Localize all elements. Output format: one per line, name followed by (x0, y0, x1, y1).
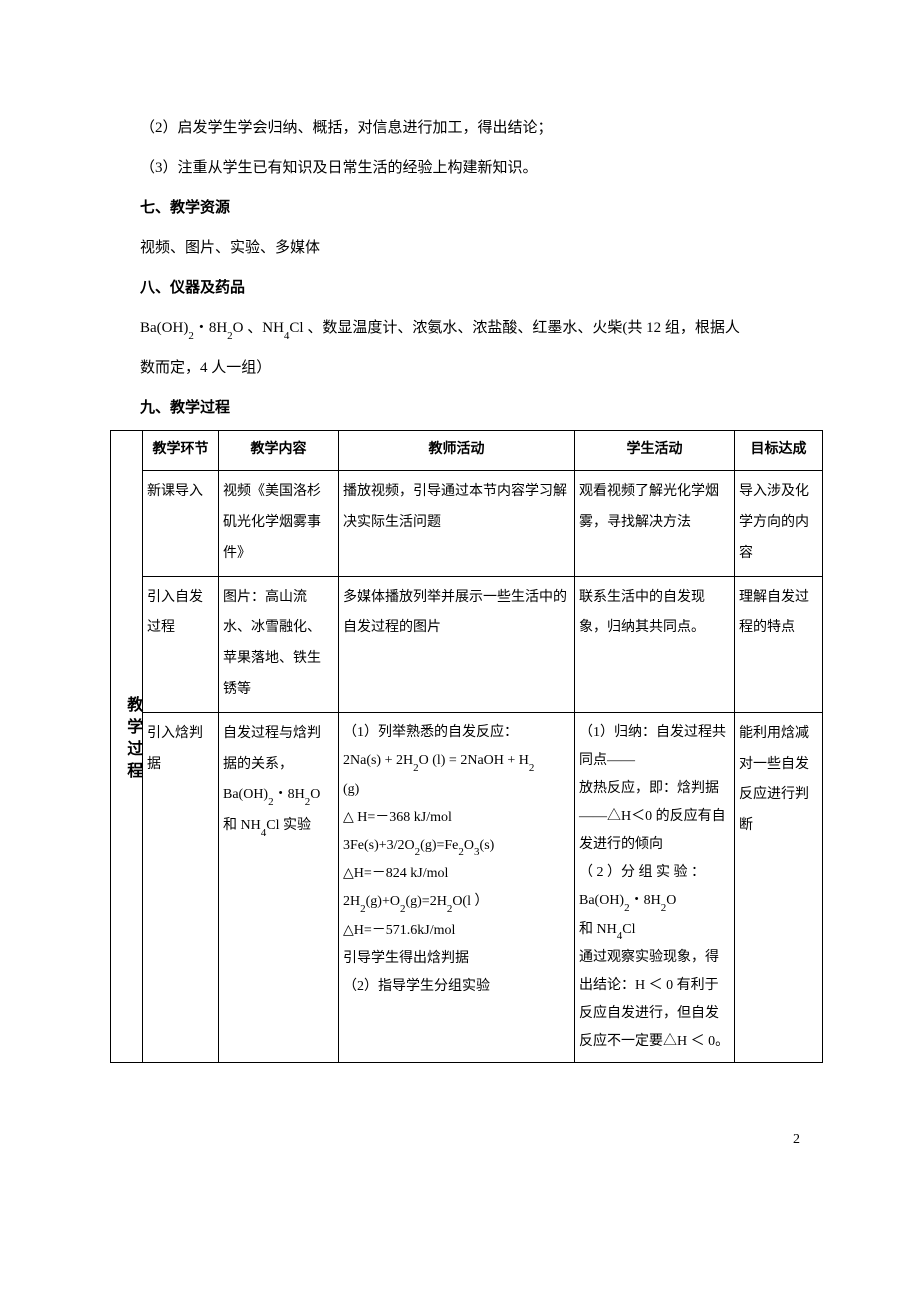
table-row: 新课导入 视频《美国洛杉矶光化学烟雾事件》 播放视频，引导通过本节内容学习解决实… (111, 471, 823, 576)
table-cell: 引入自发过程 (143, 576, 219, 712)
table-cell: 多媒体播放列举并展示一些生活中的自发过程的图片 (339, 576, 575, 712)
table-row: 引入自发过程 图片：高山流水、冰雪融化、苹果落地、铁生锈等 多媒体播放列举并展示… (111, 576, 823, 712)
section-7-body: 视频、图片、实验、多媒体 (110, 230, 810, 266)
table-cell: （1）列举熟悉的自发反应： 2Na(s) + 2H2O (l) = 2NaOH … (339, 712, 575, 1063)
table-cell: 引入焓判据 (143, 712, 219, 1063)
table-header: 教学环节 (143, 431, 219, 471)
table-cell: 导入涉及化学方向的内容 (735, 471, 823, 576)
table-cell: 能利用焓减对一些自发反应进行判断 (735, 712, 823, 1063)
table-cell: 联系生活中的自发现象，归纳其共同点。 (575, 576, 735, 712)
table-row: 引入焓判据 自发过程与焓判据的关系， Ba(OH)2・8H2O 和 NH4Cl … (111, 712, 823, 1063)
table-cell: 观看视频了解光化学烟雾，寻找解决方法 (575, 471, 735, 576)
intro-item-3: （3）注重从学生已有知识及日常生活的经验上构建新知识。 (110, 150, 810, 186)
section-8-body: Ba(OH)2・8H2O 、NH4Cl 、数显温度计、浓氨水、浓盐酸、红墨水、火… (110, 310, 810, 346)
table-cell: （1）归纳：自发过程共同点—— 放热反应，即：焓判据——△H＜0 的反应有自发进… (575, 712, 735, 1063)
table-cell: 图片：高山流水、冰雪融化、苹果落地、铁生锈等 (219, 576, 339, 712)
table-cell: 视频《美国洛杉矶光化学烟雾事件》 (219, 471, 339, 576)
table-header: 目标达成 (735, 431, 823, 471)
table-cell: 新课导入 (143, 471, 219, 576)
section-7-title: 七、教学资源 (110, 190, 810, 226)
section-9-title: 九、教学过程 (110, 390, 810, 426)
table-header: 教师活动 (339, 431, 575, 471)
table-header: 学生活动 (575, 431, 735, 471)
table-cell: 自发过程与焓判据的关系， Ba(OH)2・8H2O 和 NH4Cl 实验 (219, 712, 339, 1063)
table-cell: 理解自发过程的特点 (735, 576, 823, 712)
table-side-label: 教学过程 (111, 431, 143, 1063)
section-8-body-2: 数而定，4 人一组） (110, 350, 810, 386)
page-number: 2 (110, 1123, 810, 1157)
intro-item-2: （2）启发学生学会归纳、概括，对信息进行加工，得出结论； (110, 110, 810, 146)
section-8-title: 八、仪器及药品 (110, 270, 810, 306)
table-cell: 播放视频，引导通过本节内容学习解决实际生活问题 (339, 471, 575, 576)
table-header: 教学内容 (219, 431, 339, 471)
teaching-process-table: 教学过程 教学环节 教学内容 教师活动 学生活动 目标达成 新课导入 视频《美国… (110, 430, 823, 1063)
